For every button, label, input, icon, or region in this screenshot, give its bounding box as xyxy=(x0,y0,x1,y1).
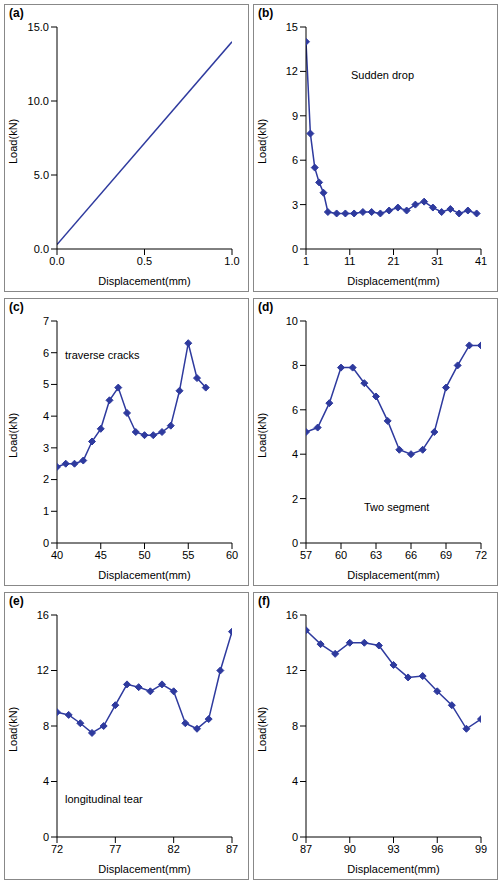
svg-text:7: 7 xyxy=(43,315,49,327)
svg-text:90: 90 xyxy=(344,843,356,855)
svg-text:4: 4 xyxy=(292,775,298,787)
svg-text:2: 2 xyxy=(43,473,49,485)
svg-text:12: 12 xyxy=(286,664,298,676)
svg-text:Load(kN): Load(kN) xyxy=(256,119,268,164)
svg-text:87: 87 xyxy=(300,843,312,855)
svg-text:45: 45 xyxy=(95,549,107,561)
svg-text:55: 55 xyxy=(182,549,194,561)
svg-text:63: 63 xyxy=(370,549,382,561)
svg-text:8: 8 xyxy=(292,720,298,732)
html-text:(c): (c) xyxy=(9,300,24,314)
svg-text:0.0: 0.0 xyxy=(49,255,64,267)
svg-text:Load(kN): Load(kN) xyxy=(7,707,19,752)
svg-text:31: 31 xyxy=(431,255,443,267)
svg-text:Load(kN): Load(kN) xyxy=(7,413,19,458)
svg-text:10.0: 10.0 xyxy=(28,95,49,107)
svg-text:8: 8 xyxy=(43,720,49,732)
svg-text:4: 4 xyxy=(43,410,49,422)
html-text:longitudinal tear: longitudinal tear xyxy=(65,793,143,805)
svg-text:16: 16 xyxy=(37,609,49,621)
svg-text:10: 10 xyxy=(286,315,298,327)
svg-text:96: 96 xyxy=(431,843,443,855)
html-text:Sudden drop: Sudden drop xyxy=(351,69,414,81)
svg-text:40: 40 xyxy=(51,549,63,561)
svg-text:6: 6 xyxy=(292,404,298,416)
svg-text:16: 16 xyxy=(286,609,298,621)
svg-text:41: 41 xyxy=(475,255,487,267)
svg-text:72: 72 xyxy=(51,843,63,855)
svg-text:3: 3 xyxy=(43,442,49,454)
svg-text:5: 5 xyxy=(43,378,49,390)
html-text:(a): (a) xyxy=(9,6,24,20)
svg-text:6: 6 xyxy=(292,154,298,166)
svg-text:0.5: 0.5 xyxy=(137,255,152,267)
svg-text:69: 69 xyxy=(440,549,452,561)
svg-text:15: 15 xyxy=(286,21,298,33)
svg-text:Displacement(mm): Displacement(mm) xyxy=(347,569,439,581)
svg-text:12: 12 xyxy=(286,65,298,77)
svg-text:93: 93 xyxy=(387,843,399,855)
svg-text:0: 0 xyxy=(292,243,298,255)
svg-text:4: 4 xyxy=(292,448,298,460)
svg-text:8: 8 xyxy=(292,359,298,371)
svg-text:Load(kN): Load(kN) xyxy=(7,119,19,164)
svg-text:66: 66 xyxy=(405,549,417,561)
svg-text:6: 6 xyxy=(43,347,49,359)
svg-text:9: 9 xyxy=(292,110,298,122)
svg-text:15.0: 15.0 xyxy=(28,21,49,33)
svg-text:82: 82 xyxy=(168,843,180,855)
svg-text:Load(kN): Load(kN) xyxy=(256,707,268,752)
svg-text:Displacement(mm): Displacement(mm) xyxy=(98,863,190,875)
svg-text:5.0: 5.0 xyxy=(34,169,49,181)
svg-text:3: 3 xyxy=(292,199,298,211)
svg-text:12: 12 xyxy=(37,664,49,676)
html-text:(e): (e) xyxy=(9,594,24,608)
svg-text:4: 4 xyxy=(43,775,49,787)
svg-text:50: 50 xyxy=(138,549,150,561)
svg-text:0.0: 0.0 xyxy=(34,243,49,255)
svg-text:1: 1 xyxy=(303,255,309,267)
svg-text:Load(kN): Load(kN) xyxy=(256,413,268,458)
svg-text:0: 0 xyxy=(292,537,298,549)
svg-text:0: 0 xyxy=(292,831,298,843)
svg-text:60: 60 xyxy=(335,549,347,561)
svg-text:77: 77 xyxy=(109,843,121,855)
svg-text:60: 60 xyxy=(226,549,238,561)
svg-text:Displacement(mm): Displacement(mm) xyxy=(347,275,439,287)
svg-text:Displacement(mm): Displacement(mm) xyxy=(98,569,190,581)
svg-text:11: 11 xyxy=(344,255,355,267)
svg-text:57: 57 xyxy=(300,549,312,561)
svg-text:87: 87 xyxy=(226,843,238,855)
html-text:(f): (f) xyxy=(258,594,270,608)
svg-text:21: 21 xyxy=(387,255,399,267)
svg-text:2: 2 xyxy=(292,493,298,505)
html-text:(b): (b) xyxy=(258,6,274,20)
html-text:traverse cracks: traverse cracks xyxy=(65,349,140,361)
svg-text:0: 0 xyxy=(43,537,49,549)
svg-text:Displacement(mm): Displacement(mm) xyxy=(347,863,439,875)
svg-text:Displacement(mm): Displacement(mm) xyxy=(98,275,190,287)
html-text:(d): (d) xyxy=(258,300,274,314)
svg-text:1.0: 1.0 xyxy=(224,255,239,267)
html-text:Two segment: Two segment xyxy=(364,501,430,513)
svg-text:99: 99 xyxy=(475,843,487,855)
svg-text:1: 1 xyxy=(43,505,49,517)
svg-text:0: 0 xyxy=(43,831,49,843)
svg-text:72: 72 xyxy=(475,549,487,561)
